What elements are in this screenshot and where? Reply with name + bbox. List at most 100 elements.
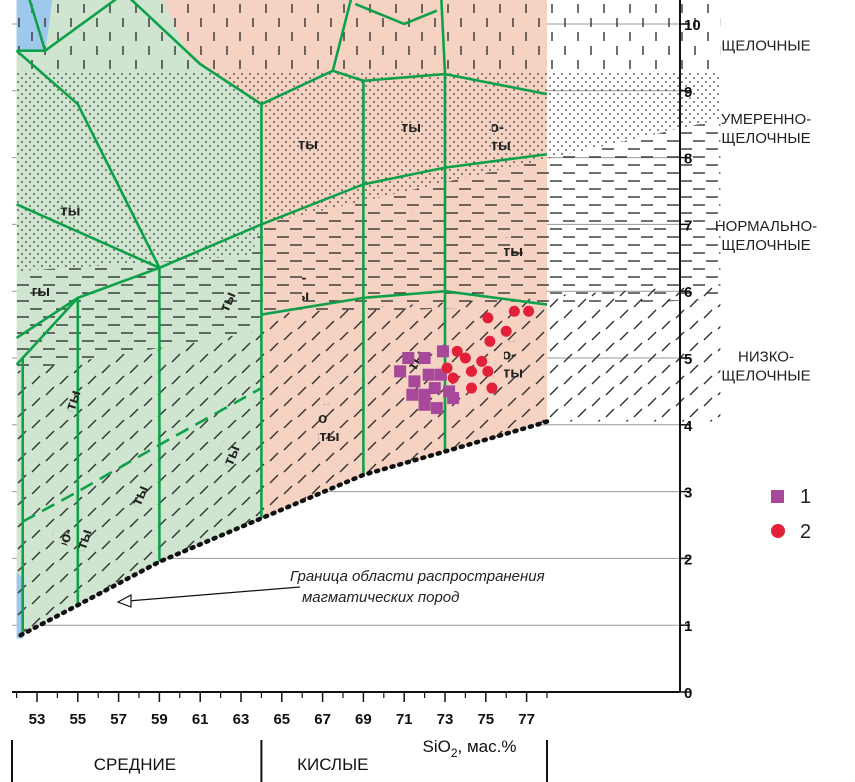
y-tick-label: 2 [684, 551, 692, 568]
y-tick-label: 5 [684, 351, 692, 368]
series-1-point [406, 388, 419, 401]
x-tick-label: 57 [110, 711, 127, 728]
field-label: н/щел.гранодиориты [273, 392, 339, 445]
alkalinity-zone-line: УМЕРЕННО- [721, 111, 811, 128]
series-1-point [430, 402, 443, 415]
y-tick-label: 3 [684, 485, 692, 502]
field-label-line: монцониты [108, 125, 194, 142]
field-label: ум/щел.лейко-граниты [449, 101, 511, 154]
field-label: грано-дио-риты [266, 251, 313, 304]
boundary-leucogranite-top [440, 0, 447, 75]
series-1-point [418, 388, 431, 401]
series-1-point [394, 365, 407, 378]
field-label-line: граниты [449, 137, 511, 154]
alkalinity-zone-line: ЩЕЛОЧНЫЕ [721, 130, 810, 147]
field-label-line: граниты [461, 243, 523, 260]
field-label: н/щел.лейко-граниты [461, 328, 523, 381]
field-label: лейко-граниты [461, 225, 523, 260]
alkalinity-zone-line: НОРМАЛЬНО- [715, 218, 817, 235]
field-label-line: монцо- [21, 185, 74, 202]
x-tick-label: 69 [355, 711, 372, 728]
field-label-line: ум/щел. [451, 101, 509, 118]
x-axis-title-unit: , мас.% [458, 737, 517, 756]
series-2-point [482, 312, 494, 324]
x-tick-label: 55 [69, 711, 86, 728]
field-label: монцониты [108, 125, 194, 142]
y-tick-label: 8 [684, 151, 692, 168]
series-2-point [486, 382, 498, 394]
field-label-line: лейко- [468, 346, 516, 363]
series-2-point [447, 372, 459, 384]
series-2-point [441, 362, 453, 374]
boundary-mid-left [15, 296, 79, 340]
field-label-line: иты [21, 283, 50, 300]
boundary-syenite [129, 0, 263, 225]
field-label-line: о- [21, 265, 35, 282]
series-2-point [482, 365, 494, 377]
series-2-point [451, 345, 463, 357]
magmatic-rocks-boundary [18, 419, 550, 638]
field-label-line: ум/щел. [361, 101, 419, 118]
alkalinity-zone-label: НОРМАЛЬНО- ЩЕЛОЧНЫЕ [715, 218, 817, 254]
field-label-line: грано- [262, 118, 309, 135]
annotation-arrow-head [116, 593, 132, 608]
boundary-monzodiorite-lower [16, 203, 160, 270]
y-tick-label: 1 [684, 618, 692, 635]
field-label-line: грано- [266, 251, 313, 268]
series-2-point [459, 352, 471, 364]
x-tick-label: 71 [396, 711, 413, 728]
boundary-annotation-line: Граница области распространения [290, 568, 545, 585]
boundary-granosyenite-top [331, 0, 353, 72]
field-label-line: н/щел. [468, 328, 516, 345]
series-1-point [418, 352, 431, 364]
boundary-annotation: Граница области распространения магматиче… [116, 568, 545, 608]
legend-label-series-1: 1 [800, 486, 811, 508]
field-label-line: сиениты [254, 136, 318, 153]
legend-marker-square [771, 490, 784, 503]
x-tick-label: 65 [273, 711, 290, 728]
alkalinity-zone-label: НИЗКО- ЩЕЛОЧНЫЕ [721, 348, 810, 384]
boundary-top-left [16, 0, 118, 53]
alkalinity-patterns [16, 0, 721, 636]
y-tick-label: 4 [684, 418, 693, 435]
x-tick-label: 53 [29, 711, 46, 728]
legend-marker-circle [771, 524, 785, 538]
alkalinity-zone-line: НИЗКО- [738, 348, 794, 365]
field-boundaries [15, 0, 550, 638]
series-1-point [402, 352, 415, 364]
series-2-point [466, 382, 478, 394]
series-2-point [484, 335, 496, 347]
x-tick-label: 63 [233, 711, 250, 728]
series-1-point [447, 392, 460, 405]
field-label: монцо-диориты [14, 185, 80, 220]
field-label-line: граниты [359, 119, 421, 136]
alkalinity-zone-labels: ЩЕЛОЧНЫЕ УМЕРЕННО- ЩЕЛОЧНЫЕ НОРМАЛЬНО- ЩЕЛОЧ… [715, 38, 817, 385]
silica-group-label: КИСЛЫЕ [297, 755, 368, 774]
field-label: грано-сиениты [254, 118, 318, 153]
y-tick-label: 0 [684, 685, 692, 702]
field-label-line: лейко- [468, 225, 516, 242]
series-1-point [428, 382, 441, 395]
x-tick-label: 61 [192, 711, 209, 728]
y-tick-label: 6 [684, 284, 692, 301]
alkaline-pattern [16, 0, 721, 71]
x-tick-label: 75 [477, 711, 494, 728]
boundary-normal-low-acid [261, 289, 548, 316]
boundary-monzonite-diorite [15, 49, 161, 269]
alkalinity-zone-line: ЩЕЛОЧНЫЕ [721, 38, 810, 55]
series-1-point [436, 345, 449, 358]
series-1-point [422, 368, 435, 381]
boundary-annotation-text: Граница области распространения магматиче… [290, 568, 545, 606]
series-2-point [466, 365, 478, 377]
x-axis-title-main: SiO [422, 737, 450, 756]
series-2-point [500, 325, 512, 337]
moderate-alkaline-pattern [16, 70, 721, 272]
series-1-point [408, 375, 421, 388]
boundary-ultramafic [28, 0, 47, 52]
field-label-line: н/щел. [282, 392, 330, 409]
data-points [394, 305, 535, 415]
alkalinity-zone-line: ЩЕЛОЧНЫЕ [721, 367, 810, 384]
series-2-point [508, 305, 520, 317]
x-axis-title-sub: 2 [451, 746, 458, 760]
